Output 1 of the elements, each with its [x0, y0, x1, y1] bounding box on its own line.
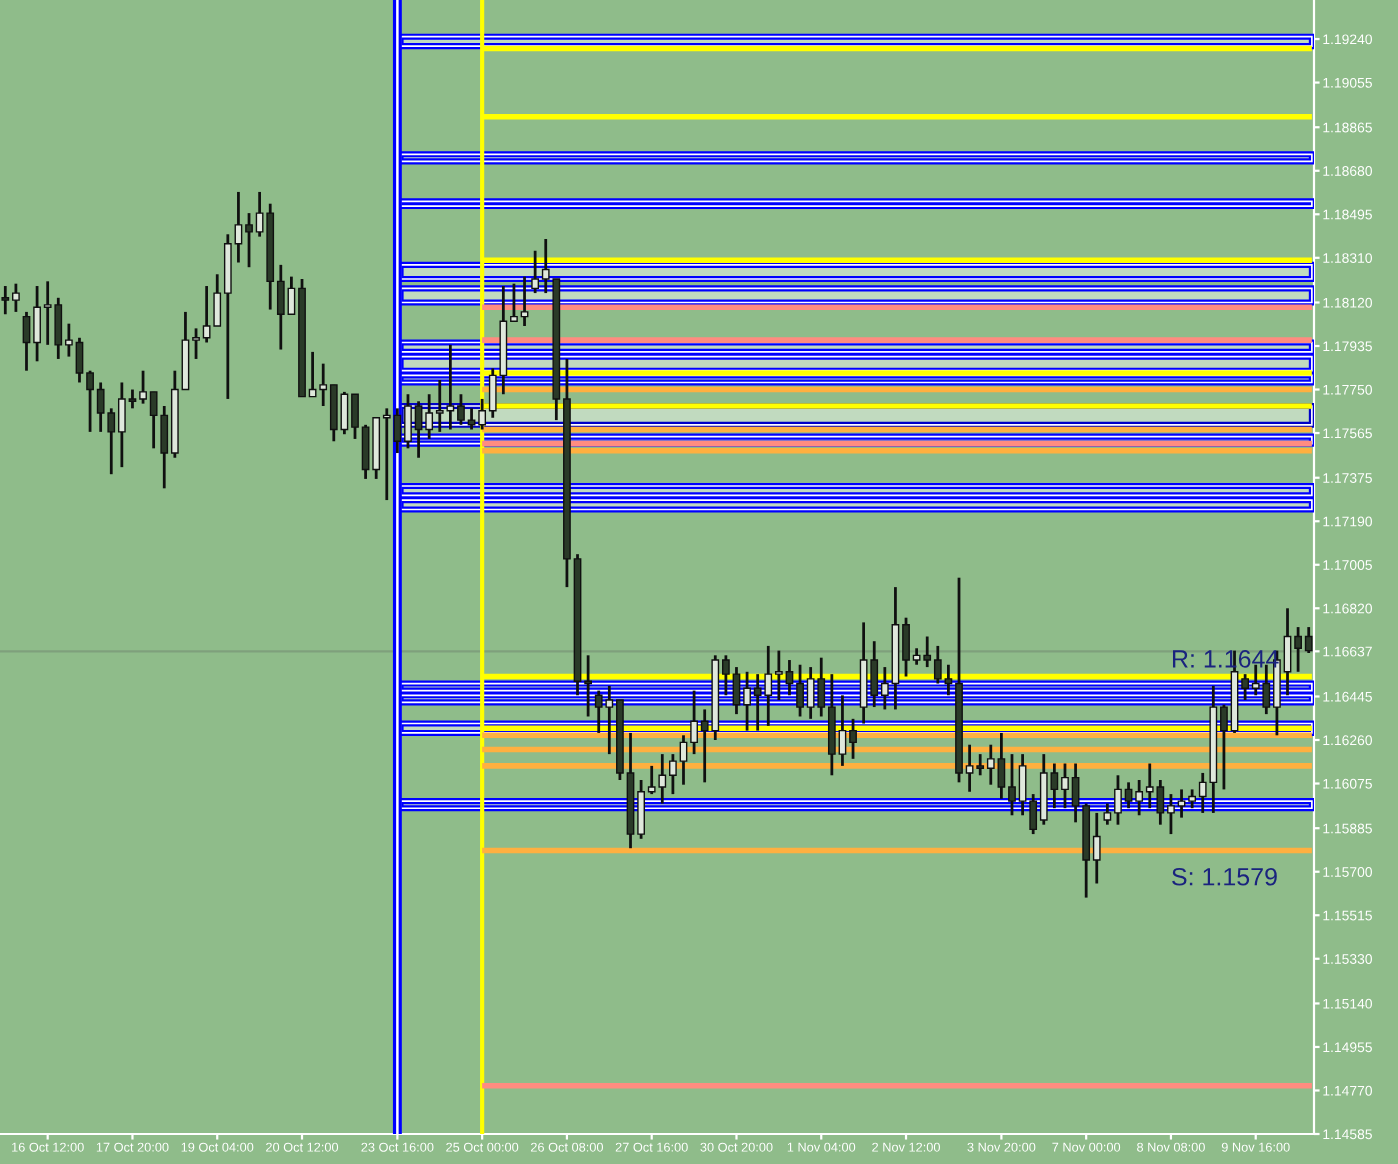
- annotation: S: 1.1579: [1172, 867, 1277, 886]
